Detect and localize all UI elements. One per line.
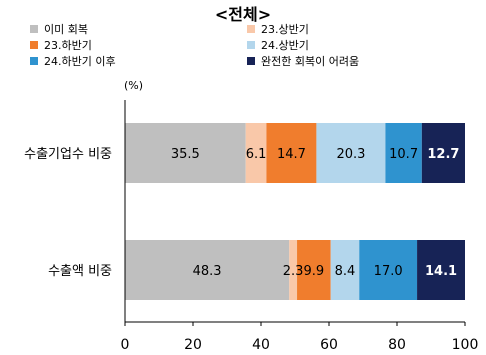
data-label: 35.5 [171,147,200,162]
x-tick-label: 60 [320,337,338,353]
category-label: 수출액 비중 [48,264,112,279]
data-label: 20.3 [336,147,365,162]
bar-segment-완전한-회복이-어려움 [421,123,465,183]
legend: 이미 회복 23.상반기 23.하반기 24.상반기 24.하반기 이후 완전한 회복이 … [30,23,359,68]
legend-swatch [30,41,38,49]
legend-label: 24.하반기 이후 [44,54,116,68]
legend-swatch [30,57,38,65]
legend-swatch [247,57,255,65]
legend-item-24-하반기-이후: 24.하반기 이후 [30,54,116,68]
bar-segment-23-상반기 [289,240,298,300]
bar-segment-24-하반기-이후 [359,240,418,300]
legend-swatch [247,41,255,49]
bar-segment-이미-회복 [125,240,290,300]
legend-item-23-상반기: 23.상반기 [247,23,309,36]
unit-label: (%) [124,79,143,92]
legend-label: 23.하반기 [44,38,92,52]
bar-segment-23-하반기 [266,123,317,183]
bar-segment-24-상반기 [316,123,386,183]
bar-segment-24-하반기-이후 [385,123,422,183]
data-label: 12.7 [427,147,459,162]
legend-label: 완전한 회복이 어려움 [261,55,359,68]
legend-item-완전한-회복이-어려움: 완전한 회복이 어려움 [247,55,359,68]
data-label: 8.4 [335,264,356,279]
x-tick-label: 0 [121,337,130,353]
chart-title: <전체> [215,5,271,24]
data-label: 17.0 [374,264,403,279]
bar-segment-이미-회복 [125,123,246,183]
x-tick-label: 100 [452,337,479,353]
plot-area: 수출기업수 비중 35.5 6.1 14.7 20.3 10.7 12.7 수출액 비중 48.… [24,100,478,353]
data-label: 2.3 [283,264,304,279]
x-tick-label: 40 [252,337,270,353]
bar-segment-24-상반기 [330,240,360,300]
legend-item-23-하반기: 23.하반기 [30,38,92,52]
legend-item-24-상반기: 24.상반기 [247,39,309,52]
data-label: 10.7 [389,147,418,162]
category-label: 수출기업수 비중 [24,147,112,162]
legend-label: 23.상반기 [261,23,309,36]
bar-segment-23-하반기 [297,240,331,300]
data-label: 9.9 [304,264,325,279]
data-label: 14.1 [425,264,457,279]
legend-swatch [247,25,255,33]
bar-segment-완전한-회복이-어려움 [417,240,465,300]
legend-swatch [30,25,38,33]
legend-item-이미-회복: 이미 회복 [30,23,88,36]
legend-label: 24.상반기 [261,39,309,52]
data-label: 6.1 [246,147,267,162]
x-tick-label: 20 [184,337,202,353]
data-label: 14.7 [277,147,306,162]
data-label: 48.3 [193,264,222,279]
bar-segment-23-상반기 [245,123,267,183]
x-tick-label: 80 [388,337,406,353]
legend-label: 이미 회복 [44,23,88,36]
